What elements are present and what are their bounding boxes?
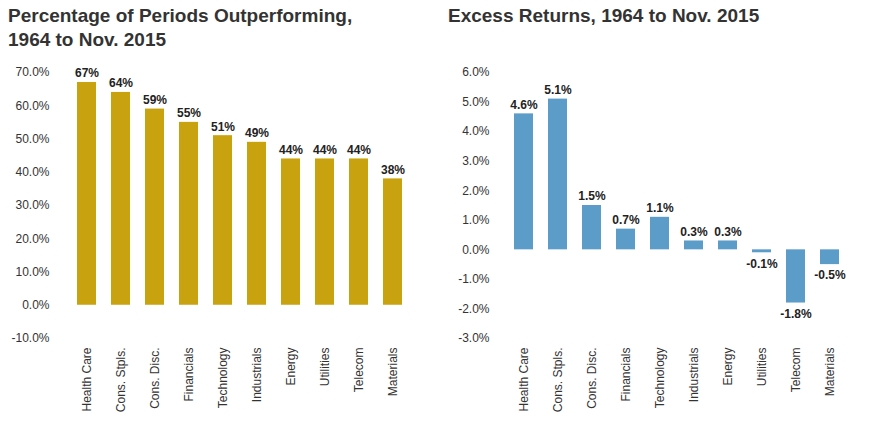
svg-text:Industrials: Industrials — [250, 348, 264, 403]
svg-text:Cons. Stpls.: Cons. Stpls. — [114, 348, 128, 413]
svg-text:44%: 44% — [279, 143, 303, 157]
svg-text:2.0%: 2.0% — [462, 184, 490, 198]
svg-text:3.0%: 3.0% — [462, 154, 490, 168]
svg-text:Technology: Technology — [216, 348, 230, 409]
svg-text:55%: 55% — [177, 106, 201, 120]
svg-text:Telecom: Telecom — [789, 348, 803, 393]
svg-text:0.3%: 0.3% — [680, 225, 708, 239]
svg-text:Utilities: Utilities — [318, 348, 332, 387]
svg-text:Health Care: Health Care — [80, 347, 94, 411]
svg-text:0.0%: 0.0% — [22, 298, 50, 312]
svg-text:64%: 64% — [109, 76, 133, 90]
svg-text:-1.0%: -1.0% — [458, 272, 490, 286]
svg-text:44%: 44% — [313, 143, 337, 157]
svg-text:-10.0%: -10.0% — [11, 331, 49, 345]
svg-text:-1.8%: -1.8% — [780, 307, 812, 321]
svg-text:0.0%: 0.0% — [462, 243, 490, 257]
svg-text:1.5%: 1.5% — [578, 189, 606, 203]
svg-text:10.0%: 10.0% — [15, 265, 49, 279]
svg-text:50.0%: 50.0% — [15, 132, 49, 146]
html-text:Percentage of Periods Outperfo: Percentage of Periods Outperforming, 196… — [8, 5, 353, 50]
svg-text:Telecom: Telecom — [352, 348, 366, 393]
svg-text:Health Care: Health Care — [517, 347, 531, 411]
svg-text:Technology: Technology — [653, 348, 667, 409]
svg-text:-2.0%: -2.0% — [458, 302, 490, 316]
svg-text:44%: 44% — [347, 143, 371, 157]
svg-text:38%: 38% — [381, 163, 405, 177]
html-text:Excess Returns, 1964 to Nov. 2: Excess Returns, 1964 to Nov. 2015 — [448, 5, 760, 26]
svg-text:-3.0%: -3.0% — [458, 331, 490, 345]
svg-text:Materials: Materials — [823, 348, 837, 397]
svg-text:Energy: Energy — [721, 348, 735, 386]
svg-text:Cons. Disc.: Cons. Disc. — [585, 348, 599, 409]
svg-text:4.6%: 4.6% — [510, 98, 538, 112]
svg-text:40.0%: 40.0% — [15, 165, 49, 179]
svg-text:59%: 59% — [143, 93, 167, 107]
svg-text:0.3%: 0.3% — [714, 225, 742, 239]
svg-text:Cons. Disc.: Cons. Disc. — [148, 348, 162, 409]
svg-text:5.1%: 5.1% — [544, 83, 572, 97]
svg-text:1.0%: 1.0% — [462, 213, 490, 227]
svg-text:5.0%: 5.0% — [462, 95, 490, 109]
svg-text:67%: 67% — [75, 66, 99, 80]
svg-text:-0.1%: -0.1% — [746, 257, 778, 271]
svg-text:20.0%: 20.0% — [15, 232, 49, 246]
svg-text:Industrials: Industrials — [687, 348, 701, 403]
svg-text:4.0%: 4.0% — [462, 124, 490, 138]
svg-text:Materials: Materials — [386, 348, 400, 397]
svg-text:Energy: Energy — [284, 348, 298, 386]
svg-text:Utilities: Utilities — [755, 348, 769, 387]
svg-text:60.0%: 60.0% — [15, 99, 49, 113]
svg-text:6.0%: 6.0% — [462, 65, 490, 79]
svg-text:Cons. Stpls.: Cons. Stpls. — [551, 348, 565, 413]
svg-text:-0.5%: -0.5% — [814, 268, 846, 282]
svg-text:0.7%: 0.7% — [612, 213, 640, 227]
svg-text:30.0%: 30.0% — [15, 198, 49, 212]
svg-text:Financials: Financials — [619, 348, 633, 402]
svg-text:70.0%: 70.0% — [15, 65, 49, 79]
svg-text:Financials: Financials — [182, 348, 196, 402]
svg-text:49%: 49% — [245, 126, 269, 140]
svg-text:1.1%: 1.1% — [646, 201, 674, 215]
svg-text:51%: 51% — [211, 120, 235, 134]
